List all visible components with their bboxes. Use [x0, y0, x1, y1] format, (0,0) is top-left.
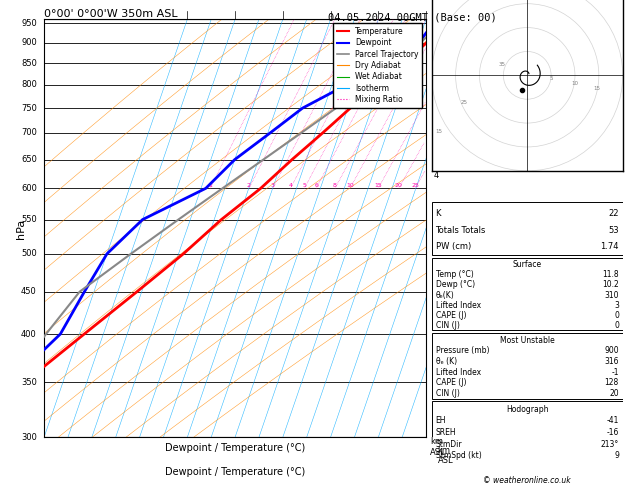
Text: 15: 15 [593, 86, 600, 91]
Text: 7: 7 [433, 320, 438, 329]
Text: © weatheronline.co.uk: © weatheronline.co.uk [484, 476, 571, 486]
Text: 600: 600 [21, 184, 37, 193]
Text: EH: EH [435, 417, 446, 425]
Text: Pressure (mb): Pressure (mb) [435, 347, 489, 355]
Text: StmSpd (kt): StmSpd (kt) [435, 451, 481, 460]
Text: Lifted Index: Lifted Index [435, 367, 481, 377]
Text: 400: 400 [21, 330, 37, 339]
Text: 128: 128 [604, 378, 619, 387]
Text: LCL: LCL [433, 18, 448, 28]
Text: Totals Totals: Totals Totals [435, 226, 486, 235]
Text: Temp (°C): Temp (°C) [435, 270, 473, 279]
Text: CAPE (J): CAPE (J) [435, 378, 466, 387]
Text: K: K [435, 209, 441, 218]
Text: Dewp (°C): Dewp (°C) [435, 280, 475, 290]
Text: 500: 500 [21, 249, 37, 259]
Text: θₑ (K): θₑ (K) [435, 357, 457, 366]
Text: 300: 300 [21, 433, 37, 442]
Legend: Temperature, Dewpoint, Parcel Trajectory, Dry Adiabat, Wet Adiabat, Isotherm, Mi: Temperature, Dewpoint, Parcel Trajectory… [333, 23, 422, 107]
Text: PW (cm): PW (cm) [435, 243, 470, 251]
Text: Dewpoint / Temperature (°C): Dewpoint / Temperature (°C) [165, 467, 305, 477]
Text: 4: 4 [433, 172, 438, 180]
Text: 550: 550 [21, 215, 37, 224]
Text: 5: 5 [549, 76, 553, 81]
Text: 350: 350 [21, 378, 37, 386]
Text: km
ASL: km ASL [430, 437, 445, 457]
Text: 5: 5 [303, 183, 306, 189]
Text: 20: 20 [610, 389, 619, 398]
Text: 0: 0 [614, 321, 619, 330]
Text: 1.74: 1.74 [601, 243, 619, 251]
Text: 53: 53 [608, 226, 619, 235]
Text: 10: 10 [571, 81, 578, 86]
Bar [431, 258, 623, 330]
Text: CIN (J): CIN (J) [435, 321, 459, 330]
Text: hPa: hPa [16, 218, 26, 239]
Text: 04.05.2024 00GMT (Base: 00): 04.05.2024 00GMT (Base: 00) [328, 12, 496, 22]
Text: 3: 3 [433, 126, 438, 135]
Text: StmDir: StmDir [435, 440, 462, 449]
X-axis label: Dewpoint / Temperature (°C): Dewpoint / Temperature (°C) [165, 443, 305, 453]
Text: 9: 9 [614, 451, 619, 460]
Text: 10.2: 10.2 [602, 280, 619, 290]
Text: 22: 22 [608, 209, 619, 218]
Text: -41: -41 [606, 417, 619, 425]
Text: 3: 3 [614, 301, 619, 310]
Text: -16: -16 [606, 428, 619, 437]
Text: 750: 750 [21, 104, 37, 113]
Text: 25: 25 [411, 183, 419, 189]
Text: 450: 450 [21, 287, 37, 296]
Text: CIN (J): CIN (J) [435, 389, 459, 398]
Text: 4: 4 [289, 183, 292, 189]
Text: 1: 1 [433, 39, 438, 48]
Text: 950: 950 [21, 18, 37, 28]
Bar [431, 202, 623, 255]
Text: 0: 0 [614, 311, 619, 320]
Text: CAPE (J): CAPE (J) [435, 311, 466, 320]
Text: 900: 900 [604, 347, 619, 355]
Text: 20: 20 [395, 183, 403, 189]
Text: 6: 6 [433, 268, 438, 277]
Text: 850: 850 [21, 59, 37, 68]
Text: 15: 15 [435, 129, 443, 134]
Text: θₑ(K): θₑ(K) [435, 291, 454, 299]
Text: 0°00' 0°00'W 350m ASL: 0°00' 0°00'W 350m ASL [44, 9, 177, 18]
Text: Most Unstable: Most Unstable [500, 336, 555, 345]
Text: 900: 900 [21, 38, 37, 47]
Text: 3: 3 [271, 183, 275, 189]
Text: -1: -1 [611, 367, 619, 377]
Text: Hodograph: Hodograph [506, 405, 548, 414]
Text: 2: 2 [433, 83, 438, 92]
Text: 15: 15 [374, 183, 382, 189]
Text: Surface: Surface [513, 260, 542, 269]
Text: 2: 2 [247, 183, 251, 189]
Text: 10: 10 [346, 183, 354, 189]
Text: Lifted Index: Lifted Index [435, 301, 481, 310]
Text: 213°: 213° [601, 440, 619, 449]
Text: 1: 1 [208, 183, 212, 189]
Text: 6: 6 [314, 183, 318, 189]
Text: SREH: SREH [435, 428, 456, 437]
Bar [431, 401, 623, 462]
Text: 5: 5 [433, 218, 438, 227]
Text: 700: 700 [21, 128, 37, 138]
Text: 11.8: 11.8 [602, 270, 619, 279]
Text: 8: 8 [433, 376, 438, 384]
Bar [431, 333, 623, 399]
Text: 316: 316 [604, 357, 619, 366]
Text: 310: 310 [604, 291, 619, 299]
Text: 8: 8 [333, 183, 337, 189]
Text: km
ASL: km ASL [437, 446, 453, 465]
Text: 25: 25 [460, 100, 467, 105]
Text: 650: 650 [21, 155, 37, 164]
Text: 800: 800 [21, 81, 37, 89]
Text: 35: 35 [499, 62, 506, 67]
